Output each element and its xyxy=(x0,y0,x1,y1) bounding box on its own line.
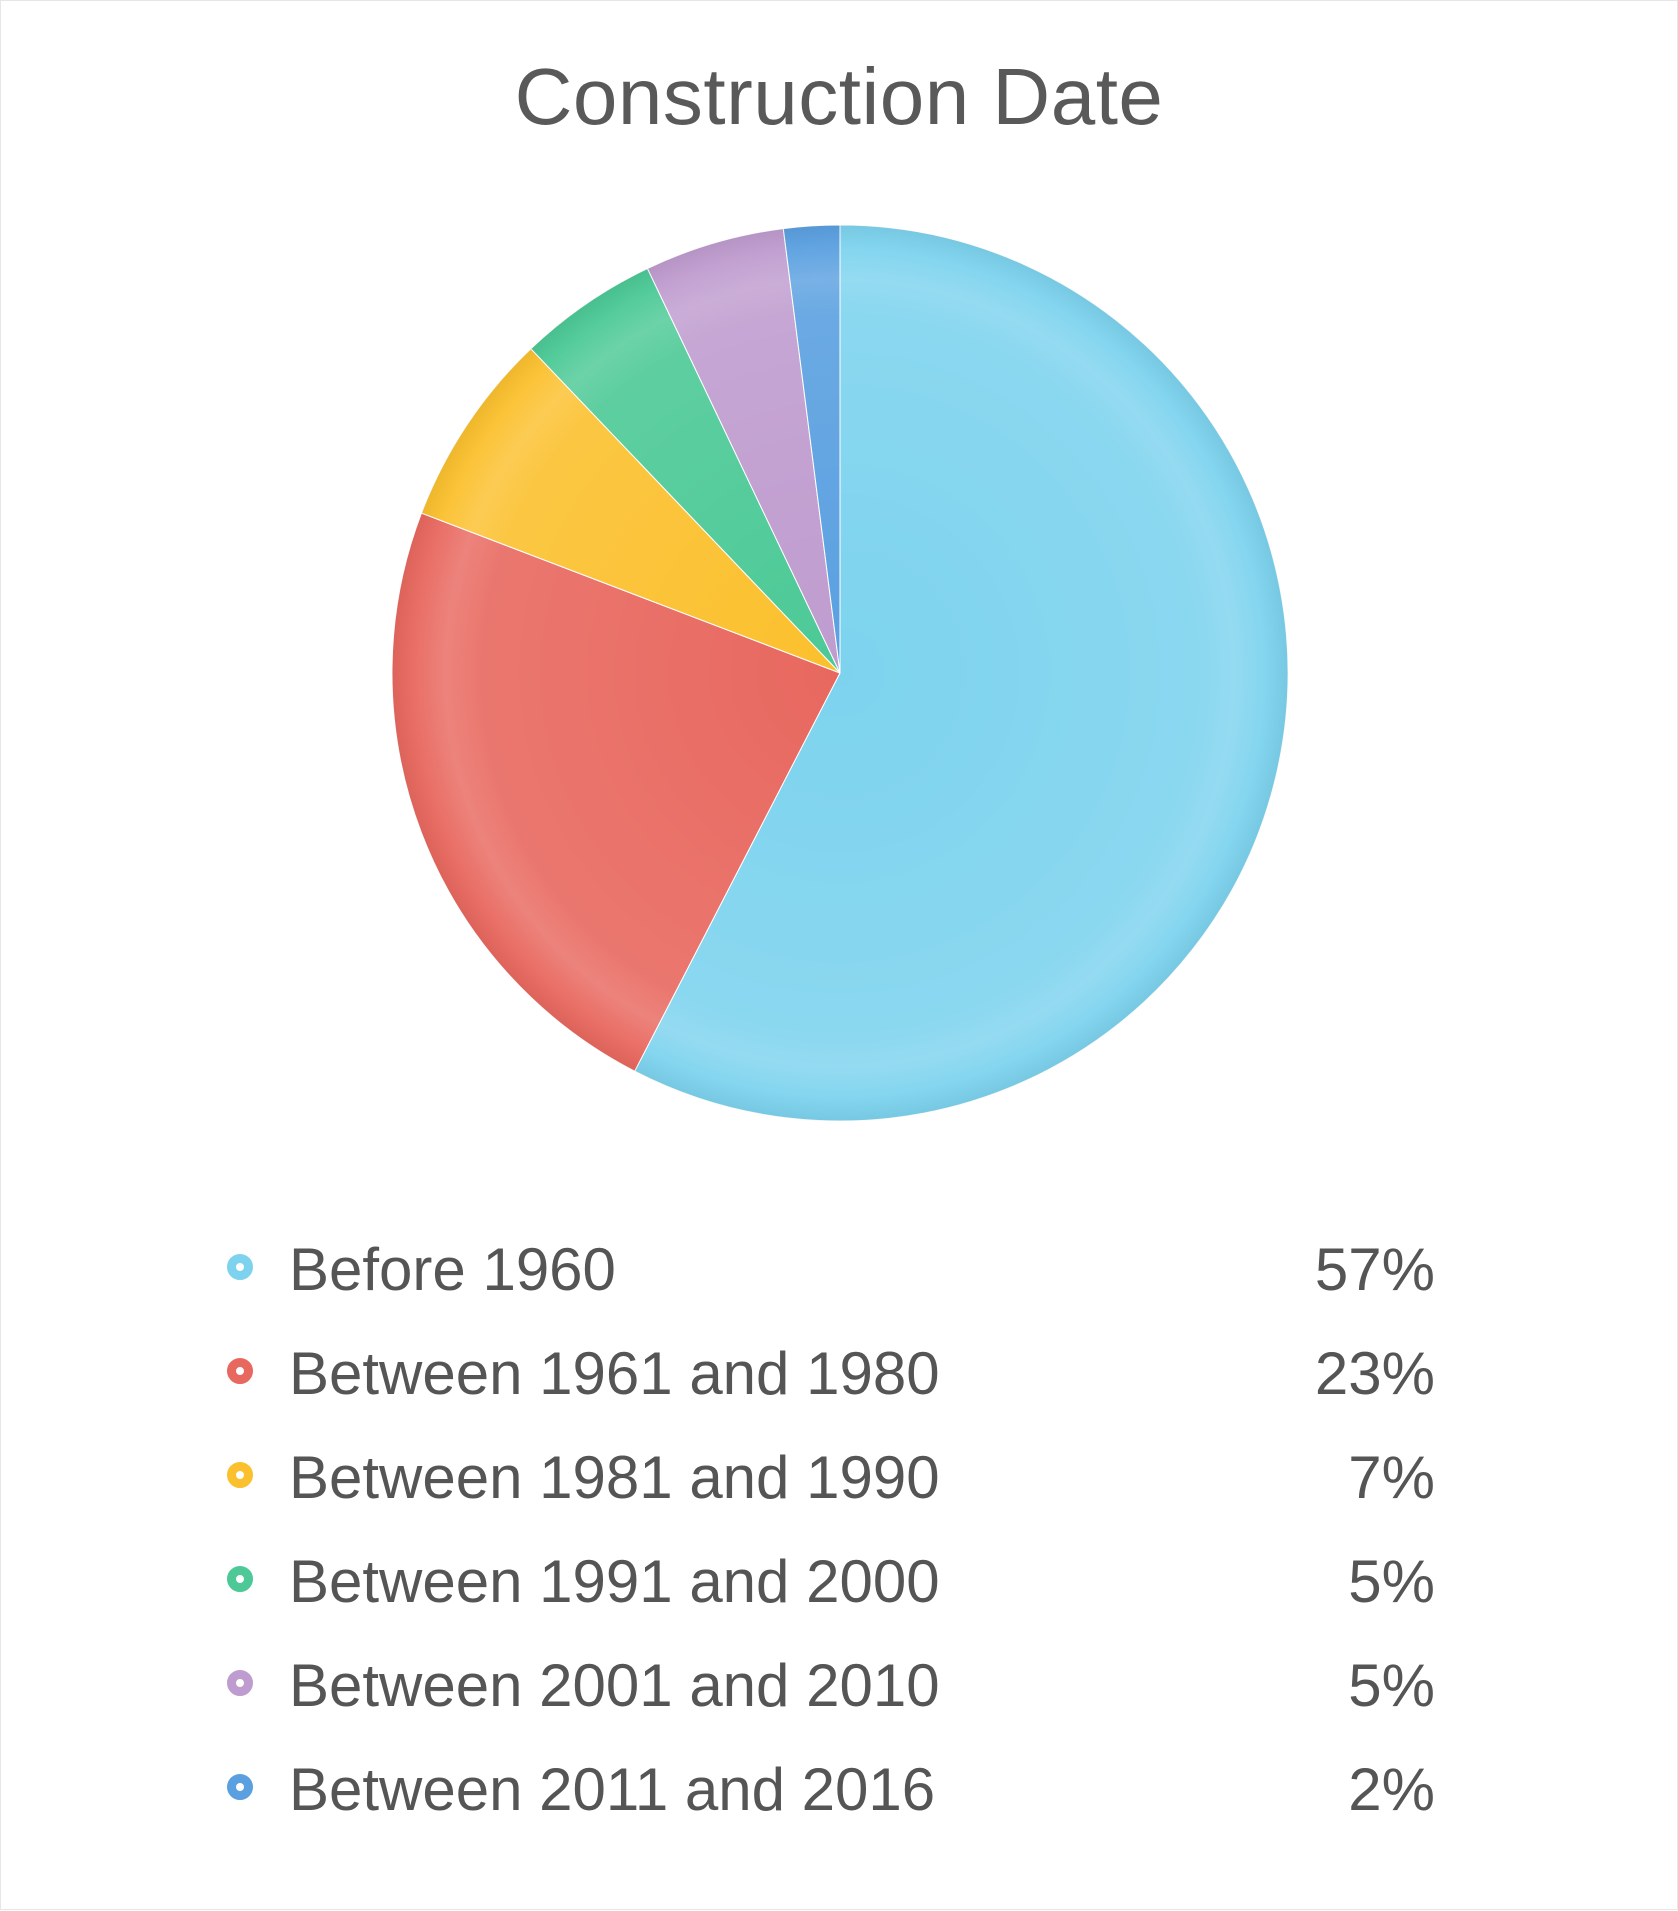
legend-value: 2% xyxy=(1348,1756,1435,1823)
legend-swatch xyxy=(227,1774,253,1800)
legend-swatch xyxy=(227,1462,253,1488)
legend-swatch xyxy=(227,1670,253,1696)
legend-item[interactable]: Between 1981 and 1990 7% xyxy=(223,1431,1435,1535)
legend-item[interactable]: Between 2011 and 2016 2% xyxy=(223,1743,1435,1847)
legend-label: Between 2011 and 2016 xyxy=(289,1756,936,1823)
legend-label: Between 1981 and 1990 xyxy=(289,1444,940,1511)
legend-swatch xyxy=(227,1254,253,1280)
legend-label: Between 1961 and 1980 xyxy=(289,1340,940,1407)
legend-label: Between 1991 and 2000 xyxy=(289,1548,940,1615)
legend-item[interactable]: Between 1961 and 1980 23% xyxy=(223,1327,1435,1431)
legend-value: 5% xyxy=(1348,1548,1435,1615)
legend-item[interactable]: Between 2001 and 2010 5% xyxy=(223,1639,1435,1743)
legend-label: Before 1960 xyxy=(289,1236,616,1303)
legend-swatch xyxy=(227,1566,253,1592)
legend-value: 57% xyxy=(1314,1236,1435,1303)
chart-legend: Before 1960 57% Between 1961 and 1980 23% Be… xyxy=(223,1223,1435,1847)
legend-value: 7% xyxy=(1348,1444,1435,1511)
legend-swatch xyxy=(227,1358,253,1384)
legend-value: 23% xyxy=(1314,1340,1435,1407)
legend-value: 5% xyxy=(1348,1652,1435,1719)
legend-item[interactable]: Between 1991 and 2000 5% xyxy=(223,1535,1435,1639)
pie-slices xyxy=(391,224,1289,1122)
legend-label: Between 2001 and 2010 xyxy=(289,1652,940,1719)
chart-title: Construction Date xyxy=(514,52,1164,141)
legend-item[interactable]: Before 1960 57% xyxy=(223,1223,1435,1327)
